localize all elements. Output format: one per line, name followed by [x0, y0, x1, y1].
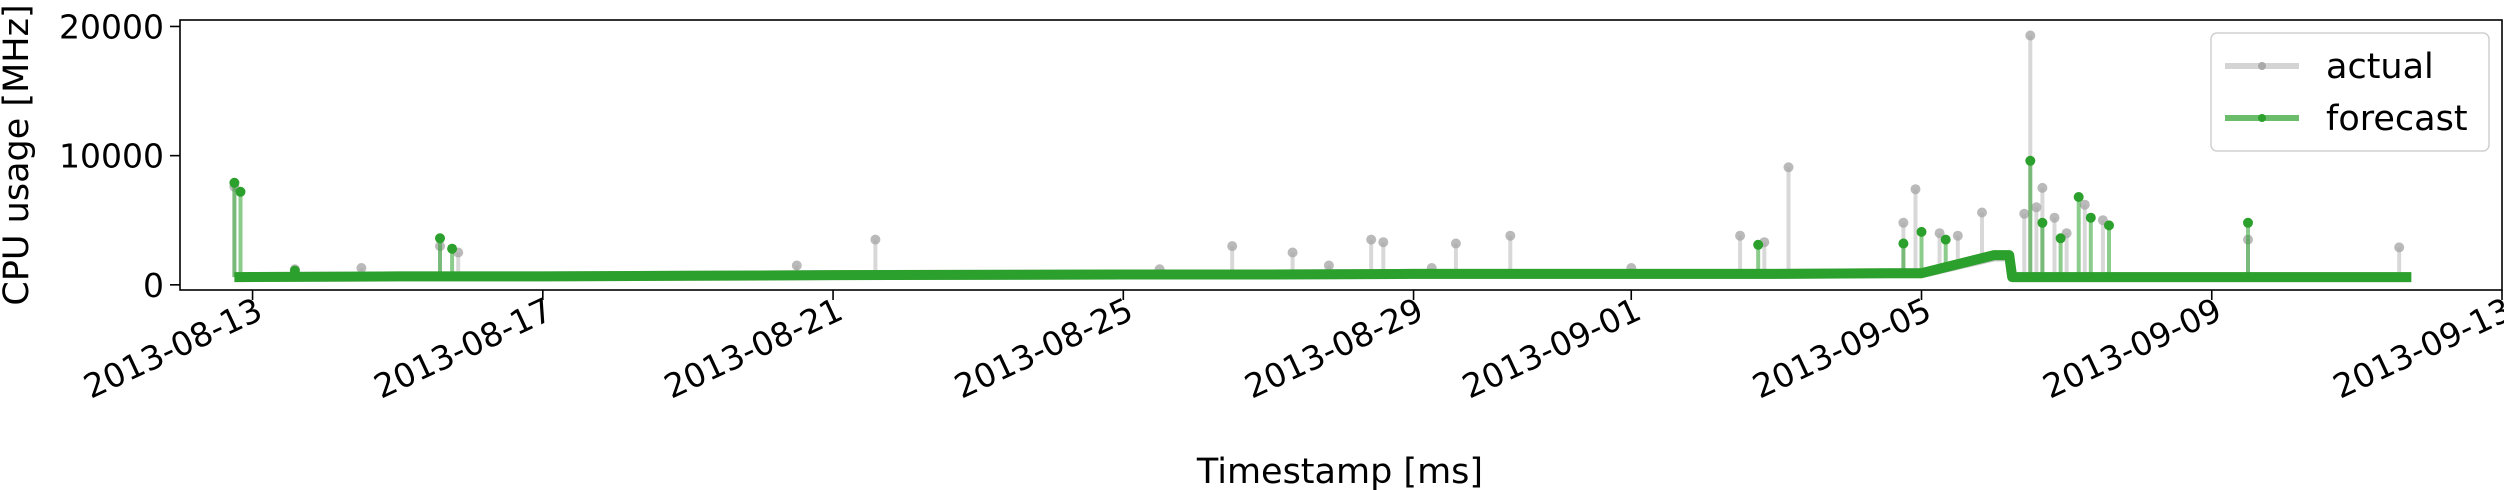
data-point-actual — [2031, 202, 2042, 213]
data-point-actual — [1977, 207, 1987, 218]
data-point-forecast — [2055, 233, 2066, 244]
data-point-actual — [1735, 230, 1746, 241]
x-tick-label: 2013-08-13 — [78, 290, 268, 406]
y-tick-label: 20000 — [59, 7, 164, 46]
data-point-forecast — [1753, 239, 1764, 250]
data-point-forecast — [2025, 155, 2036, 166]
x-tick-label: 2013-08-25 — [948, 290, 1138, 406]
data-point-forecast — [1898, 238, 1909, 249]
x-tick-label: 2013-09-09 — [2037, 290, 2227, 406]
data-point-forecast — [229, 177, 240, 188]
data-point-forecast — [1916, 226, 1927, 237]
data-point-actual — [1323, 260, 1334, 271]
data-point-actual — [1227, 241, 1238, 252]
data-point-forecast — [2243, 217, 2253, 228]
data-point-actual — [2079, 199, 2090, 210]
legend-item-actual: actual — [2225, 47, 2434, 87]
data-point-forecast — [289, 265, 300, 276]
y-axis: 0 10000 20000 — [59, 7, 180, 305]
data-point-actual — [2049, 212, 2060, 223]
data-point-actual — [1898, 217, 1909, 228]
data-point-actual — [1287, 247, 1298, 258]
data-point-forecast — [1940, 234, 1951, 245]
legend-label-forecast: forecast — [2326, 99, 2468, 139]
data-point-forecast — [2085, 212, 2096, 223]
series-forecast — [229, 155, 2412, 283]
legend-label-actual: actual — [2326, 47, 2434, 87]
data-point-forecast — [2104, 220, 2114, 231]
x-tick-label: 2013-09-13 — [2327, 290, 2504, 406]
x-tick-label: 2013-08-17 — [368, 290, 558, 406]
data-point-forecast — [2037, 217, 2048, 228]
data-point-actual — [2394, 242, 2405, 253]
x-axis-label: Timestamp [ms] — [1196, 452, 1483, 490]
x-axis: 2013-08-13 2013-08-17 2013-08-21 2013-08-25… — [78, 290, 2504, 406]
data-point-actual — [1934, 228, 1945, 239]
axes-frame — [179, 19, 2503, 291]
data-point-actual — [791, 260, 802, 271]
data-point-forecast — [235, 186, 246, 197]
data-point-actual — [2025, 30, 2036, 41]
x-tick-label: 2013-08-21 — [658, 290, 848, 406]
data-point-actual — [1505, 230, 1516, 241]
data-point-actual — [2037, 182, 2048, 193]
data-point-actual — [1910, 184, 1921, 195]
data-point-actual — [1366, 234, 1377, 245]
legend-marker-forecast — [2258, 114, 2266, 122]
legend-item-forecast: forecast — [2225, 99, 2468, 139]
data-point-forecast — [447, 243, 458, 254]
plot-area — [229, 30, 2412, 283]
data-point-actual — [1378, 237, 1389, 248]
legend: actual forecast — [2210, 32, 2490, 152]
y-axis-label: CPU usage [MHz] — [0, 4, 37, 305]
legend-marker-actual — [2258, 62, 2266, 70]
data-point-actual — [1952, 230, 1963, 241]
y-tick-label: 10000 — [59, 137, 164, 176]
x-tick-label: 2013-08-29 — [1239, 290, 1429, 406]
series-line-forecast — [234, 250, 2412, 283]
data-point-actual — [1450, 238, 1461, 249]
x-tick-label: 2013-09-01 — [1456, 290, 1646, 406]
legend-box — [2210, 32, 2490, 152]
data-point-actual — [356, 263, 367, 273]
data-point-actual — [1783, 162, 1794, 173]
data-point-forecast — [435, 233, 445, 244]
data-point-actual — [2019, 208, 2030, 219]
series-actual — [229, 30, 2412, 283]
y-tick-label: 0 — [143, 266, 164, 305]
x-tick-label: 2013-09-05 — [1747, 290, 1937, 406]
data-point-forecast — [2073, 192, 2084, 202]
data-point-actual — [870, 234, 881, 245]
